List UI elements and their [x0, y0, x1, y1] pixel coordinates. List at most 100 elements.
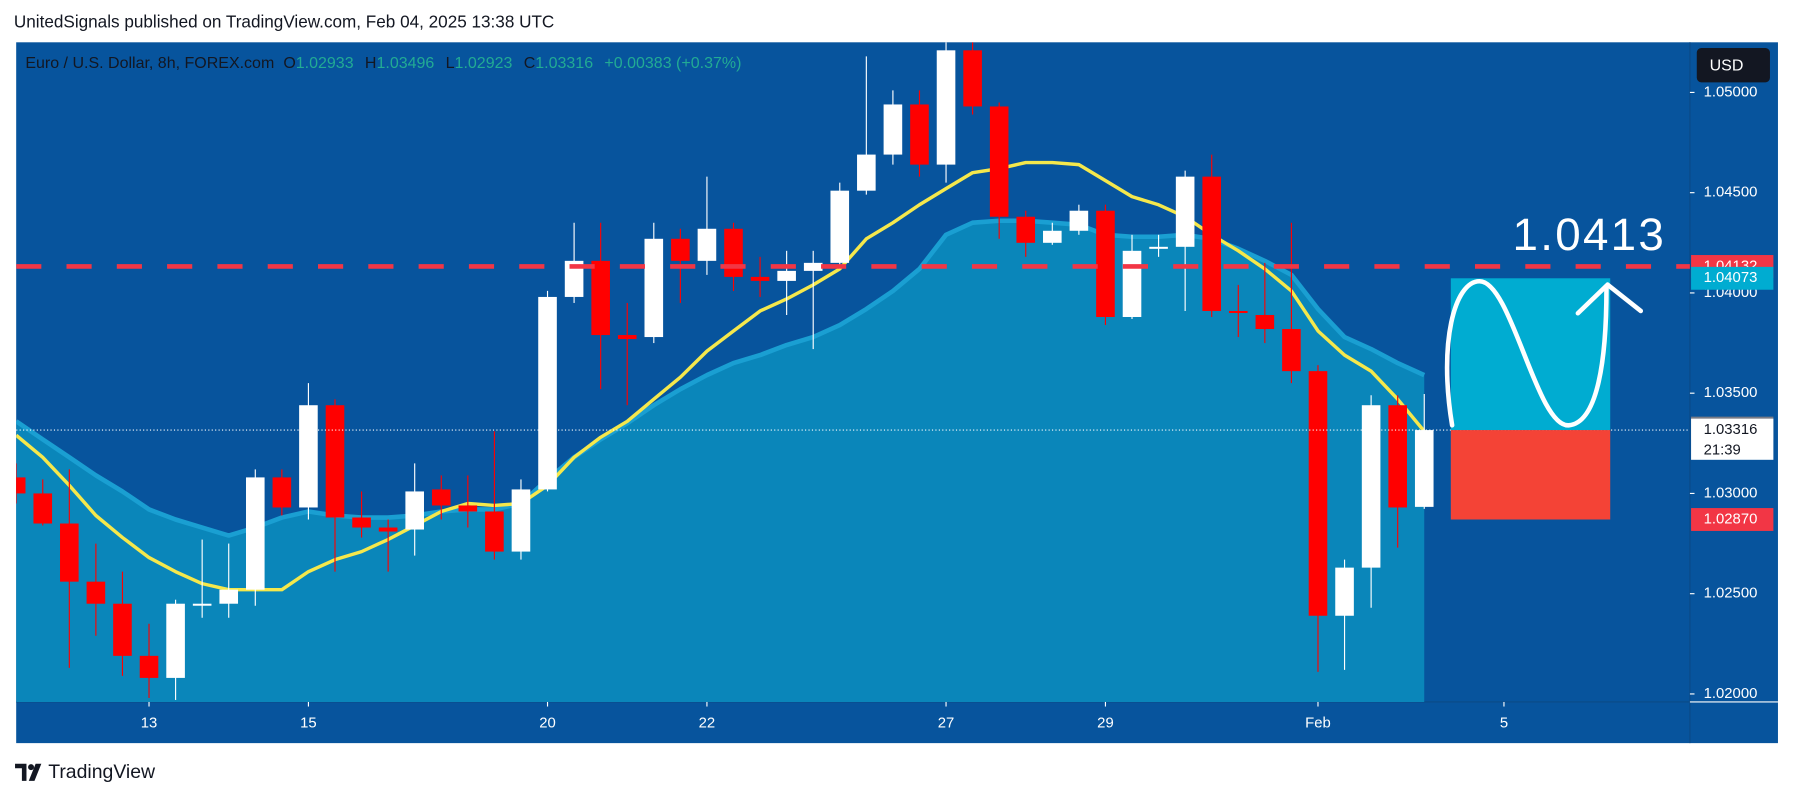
ohlc-letter: H — [365, 55, 377, 72]
price-badge — [1691, 418, 1774, 460]
candle-body — [245, 477, 265, 590]
candle-body — [86, 581, 106, 604]
price-badge-label: 1.03316 — [1704, 422, 1758, 438]
x-tick-label: 15 — [300, 716, 317, 732]
price-badge-label: 1.02870 — [1704, 511, 1758, 527]
candle-body — [1096, 210, 1115, 317]
candle-body — [113, 603, 132, 656]
candle-body — [1255, 314, 1275, 330]
candle-body — [989, 106, 1009, 217]
candle-body — [1016, 216, 1036, 243]
profit-zone — [1450, 278, 1611, 431]
x-tick-label: Feb — [1305, 716, 1331, 732]
candle-body — [1308, 371, 1328, 616]
annotation: 1.0413 — [1513, 209, 1667, 260]
candle-body — [431, 489, 451, 506]
candle-body — [910, 104, 929, 165]
currency-button[interactable]: USD — [1696, 48, 1770, 83]
candle-body — [1122, 250, 1142, 317]
y-tick-label: 1.02500 — [1704, 586, 1758, 602]
candle-body — [591, 260, 610, 336]
candle-body — [378, 527, 398, 532]
candle-body — [192, 603, 212, 606]
symbol: Euro / U.S. Dollar, 8h, FOREX.com — [25, 55, 274, 72]
candle-body — [33, 493, 53, 524]
candle-body — [1361, 405, 1381, 568]
x-tick-label: 27 — [938, 716, 955, 732]
overlay: 1.0413 — [1444, 209, 1667, 520]
x-tick-label: 29 — [1097, 716, 1114, 732]
candle-body — [325, 405, 345, 518]
candle-body — [16, 477, 26, 494]
legend: Euro / U.S. Dollar, 8h, FOREX.com O1.029… — [25, 55, 741, 72]
axes: 1.020001.025001.030001.035001.040001.045… — [141, 84, 1774, 732]
candle-body — [1282, 329, 1301, 372]
logo-dot — [28, 764, 35, 771]
candle-body — [485, 511, 504, 552]
y-tick-label: 1.03500 — [1704, 385, 1758, 401]
change: +0.00383 (+0.37%) — [604, 55, 741, 72]
candle-body — [1069, 210, 1089, 231]
brand: TradingView — [48, 761, 156, 783]
hand-drawn-arrow — [1575, 282, 1644, 316]
ohlc-value: 1.02923 — [455, 55, 513, 72]
candle-body — [857, 154, 876, 191]
brand-logo: TradingView — [15, 761, 156, 783]
candle-body — [1149, 246, 1168, 249]
candle-body — [272, 477, 292, 508]
candle-body — [60, 523, 79, 582]
countdown: 21:39 — [1704, 443, 1741, 459]
candle-body — [299, 405, 318, 508]
candle-body — [963, 50, 982, 107]
x-tick-label: 13 — [141, 716, 158, 732]
logo-mark — [28, 763, 42, 781]
candle-body — [1228, 310, 1248, 313]
price-badge — [1691, 266, 1774, 290]
candle-body — [1335, 567, 1354, 616]
x-tick-label: 5 — [1500, 716, 1508, 732]
loss-zone — [1450, 430, 1611, 520]
candle-body — [803, 262, 823, 271]
candle-body — [1202, 176, 1222, 311]
y-tick-label: 1.03000 — [1704, 485, 1758, 501]
candle-body — [564, 260, 584, 297]
candle-body — [697, 228, 717, 261]
currency[interactable]: USD — [1710, 58, 1744, 75]
plot-pane — [16, 42, 1690, 702]
ohlc-letter: L — [446, 55, 455, 72]
candle-body — [1043, 230, 1062, 243]
candle-body — [405, 491, 424, 530]
candle-body — [936, 50, 956, 165]
candle-body — [511, 489, 531, 552]
candle-body — [883, 104, 903, 155]
candle-body — [352, 517, 371, 528]
candle-body — [671, 238, 690, 261]
candle-body — [750, 276, 770, 281]
y-tick-label: 1.05000 — [1704, 84, 1758, 100]
candle-body — [1414, 430, 1434, 507]
candle-body — [166, 603, 185, 678]
ohlc-value: 1.03316 — [535, 55, 593, 72]
price-badge-label: 1.04073 — [1704, 270, 1758, 286]
logo-mark — [15, 763, 27, 781]
candle-body — [1175, 176, 1195, 247]
currency-badge[interactable] — [1696, 48, 1770, 83]
candle-body — [617, 335, 637, 340]
hand-drawn-curve — [1444, 278, 1609, 428]
x-tick-label: 22 — [699, 716, 716, 732]
candle-body — [777, 270, 796, 281]
ohlc-value: 1.03496 — [376, 55, 434, 72]
candle-body — [538, 296, 557, 490]
candle-body — [644, 238, 664, 338]
candle-body — [219, 589, 239, 604]
ohlc-value: 1.02933 — [296, 55, 354, 72]
publish-info: UnitedSignals published on TradingView.c… — [14, 11, 554, 31]
y-tick-label: 1.02000 — [1704, 686, 1758, 702]
area — [16, 220, 1425, 702]
y-tick-label: 1.04500 — [1704, 185, 1758, 201]
candle-body — [139, 655, 159, 678]
candle-body — [830, 190, 850, 263]
